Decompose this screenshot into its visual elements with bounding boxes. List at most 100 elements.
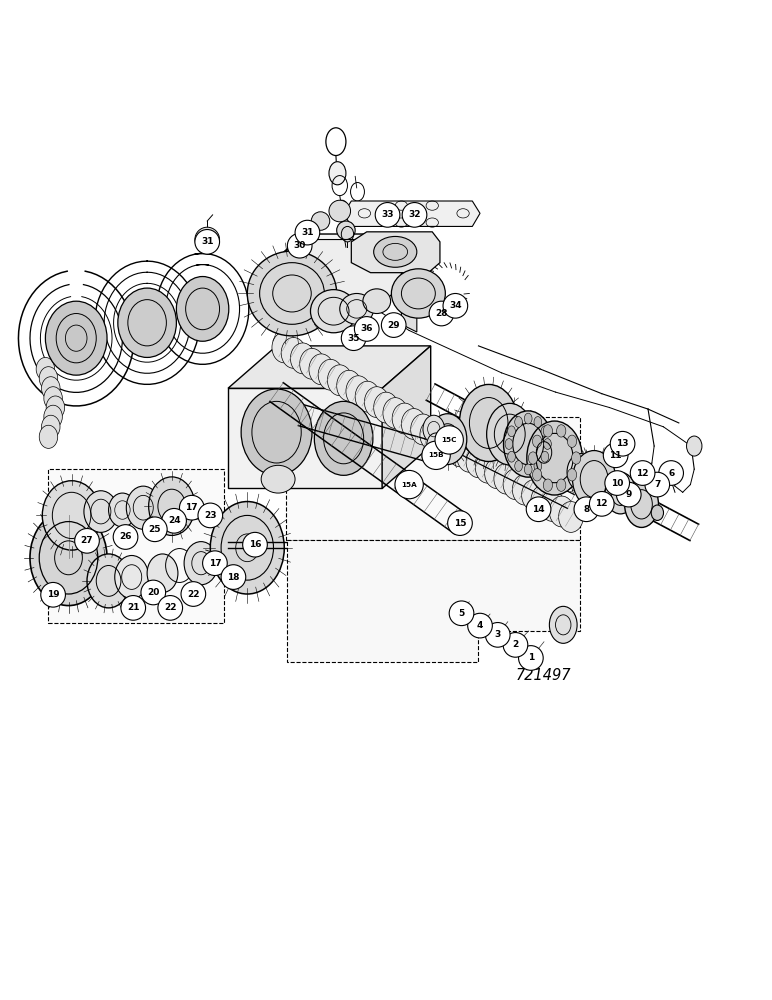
Circle shape: [143, 517, 168, 542]
Ellipse shape: [39, 367, 58, 390]
Text: 31: 31: [301, 228, 313, 237]
Text: 29: 29: [388, 321, 400, 330]
Ellipse shape: [30, 510, 107, 606]
Ellipse shape: [272, 332, 296, 363]
Ellipse shape: [311, 212, 330, 230]
Ellipse shape: [364, 387, 389, 418]
Circle shape: [610, 431, 635, 456]
Circle shape: [287, 233, 312, 258]
Text: 33: 33: [381, 210, 394, 219]
Circle shape: [202, 551, 227, 576]
Ellipse shape: [423, 415, 445, 443]
Circle shape: [630, 461, 655, 485]
Text: 31: 31: [201, 237, 214, 246]
Ellipse shape: [392, 403, 417, 434]
Text: 13: 13: [616, 439, 629, 448]
Circle shape: [113, 525, 138, 549]
Ellipse shape: [127, 486, 161, 529]
Ellipse shape: [448, 436, 472, 467]
Polygon shape: [228, 346, 431, 388]
Ellipse shape: [42, 415, 60, 438]
Ellipse shape: [429, 425, 454, 456]
Polygon shape: [49, 469, 224, 623]
Ellipse shape: [401, 409, 426, 439]
Text: 17: 17: [185, 503, 198, 512]
Ellipse shape: [567, 469, 577, 481]
Circle shape: [158, 596, 182, 620]
Text: 17: 17: [208, 559, 222, 568]
Circle shape: [121, 596, 146, 620]
Ellipse shape: [534, 417, 542, 427]
Polygon shape: [282, 234, 401, 300]
Circle shape: [375, 203, 400, 227]
Ellipse shape: [115, 555, 149, 599]
Ellipse shape: [184, 542, 218, 585]
Circle shape: [141, 580, 166, 605]
Ellipse shape: [515, 417, 523, 427]
Ellipse shape: [459, 384, 518, 462]
Ellipse shape: [533, 435, 542, 447]
Ellipse shape: [550, 606, 577, 643]
Ellipse shape: [46, 396, 65, 419]
Ellipse shape: [176, 277, 229, 341]
Text: 9: 9: [625, 490, 632, 499]
Ellipse shape: [573, 451, 616, 508]
Text: 34: 34: [449, 301, 462, 310]
Circle shape: [179, 495, 204, 520]
Ellipse shape: [247, 251, 337, 336]
Ellipse shape: [457, 441, 482, 472]
Text: 21: 21: [127, 603, 140, 612]
Ellipse shape: [541, 426, 549, 437]
Ellipse shape: [531, 485, 556, 516]
Text: 15A: 15A: [401, 482, 417, 488]
Ellipse shape: [420, 420, 445, 450]
Circle shape: [162, 508, 186, 533]
Circle shape: [519, 646, 543, 670]
Ellipse shape: [149, 477, 195, 535]
Ellipse shape: [374, 392, 398, 423]
Ellipse shape: [494, 463, 519, 494]
Ellipse shape: [543, 439, 551, 449]
Text: 721497: 721497: [516, 668, 571, 683]
Circle shape: [503, 633, 528, 657]
Ellipse shape: [337, 370, 361, 401]
Circle shape: [486, 623, 510, 647]
Ellipse shape: [87, 554, 130, 608]
Ellipse shape: [363, 289, 391, 314]
Ellipse shape: [540, 491, 565, 521]
Ellipse shape: [42, 481, 101, 550]
Text: 12: 12: [636, 469, 648, 478]
Ellipse shape: [524, 413, 532, 424]
Circle shape: [198, 503, 222, 528]
Ellipse shape: [543, 425, 553, 437]
Ellipse shape: [314, 401, 373, 475]
Ellipse shape: [571, 452, 581, 464]
Circle shape: [659, 461, 683, 485]
Ellipse shape: [391, 269, 445, 318]
Circle shape: [242, 532, 267, 557]
Polygon shape: [351, 232, 440, 273]
Ellipse shape: [411, 414, 435, 445]
Ellipse shape: [534, 461, 542, 471]
Ellipse shape: [505, 439, 513, 449]
Circle shape: [590, 492, 614, 516]
Circle shape: [341, 326, 366, 351]
Ellipse shape: [567, 435, 577, 447]
Text: 20: 20: [147, 588, 160, 597]
Circle shape: [468, 613, 493, 638]
Ellipse shape: [686, 436, 702, 456]
Ellipse shape: [550, 496, 574, 527]
Ellipse shape: [427, 433, 445, 456]
Ellipse shape: [383, 398, 408, 428]
Text: 15C: 15C: [442, 437, 457, 443]
Ellipse shape: [466, 447, 491, 478]
Ellipse shape: [337, 221, 355, 240]
Ellipse shape: [44, 387, 63, 410]
Circle shape: [435, 426, 463, 454]
Circle shape: [354, 317, 379, 341]
Ellipse shape: [300, 348, 324, 379]
Ellipse shape: [261, 465, 295, 493]
Text: 23: 23: [204, 511, 217, 520]
Text: 15B: 15B: [428, 452, 444, 458]
Text: 12: 12: [595, 499, 608, 508]
